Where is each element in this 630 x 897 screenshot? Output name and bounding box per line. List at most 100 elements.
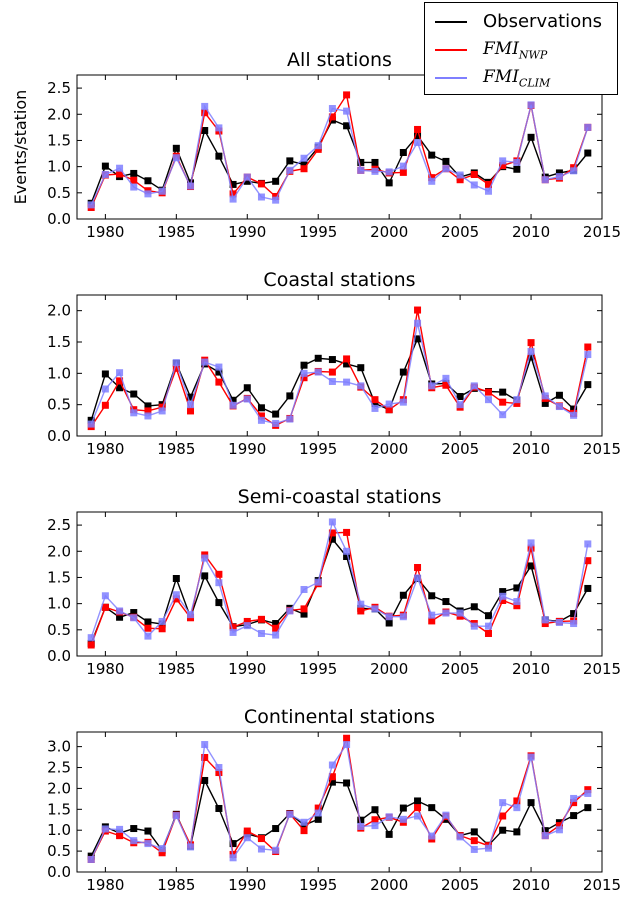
data-point-fmi-clim [555, 826, 563, 834]
legend-item-fmi-clim: FMICLIM [425, 65, 617, 91]
data-point-observations [385, 179, 393, 187]
data-point-fmi-clim [286, 415, 294, 423]
data-point-observations [414, 797, 422, 805]
data-point-observations [527, 133, 535, 141]
data-point-fmi-clim [570, 167, 578, 175]
data-point-fmi-clim [499, 157, 507, 165]
data-point-fmi-nwp [257, 412, 265, 420]
data-point-fmi-clim [541, 616, 549, 624]
data-point-observations [399, 368, 407, 376]
data-point-fmi-clim [456, 833, 464, 841]
data-point-fmi-nwp [130, 176, 138, 184]
data-point-observations [130, 390, 138, 398]
data-point-fmi-clim [584, 789, 592, 797]
panel-continental-stations: Continental stations 0.0 0.5 1.0 1.5 2.0 2.5 3.… [47, 706, 621, 894]
y-tick-label: 0.0 [47, 863, 71, 881]
data-point-fmi-nwp [442, 381, 450, 389]
data-point-fmi-clim [513, 804, 521, 812]
y-tick-label: 2.5 [47, 759, 71, 777]
data-point-fmi-clim [570, 411, 578, 419]
data-point-observations [286, 392, 294, 400]
data-point-fmi-nwp [513, 399, 521, 407]
data-point-observations [357, 364, 365, 372]
series-fmi-clim [87, 101, 592, 209]
x-tick-label: 2010 [512, 660, 550, 678]
data-point-fmi-clim [187, 843, 195, 851]
data-point-fmi-nwp [116, 832, 124, 840]
x-tick-label: 2005 [441, 660, 479, 678]
data-point-fmi-clim [399, 162, 407, 170]
y-tick-label: 2.0 [47, 105, 71, 123]
data-point-fmi-clim [414, 139, 422, 147]
data-point-observations [172, 575, 180, 583]
y-tick-label: 0.0 [47, 210, 71, 228]
data-point-fmi-clim [541, 176, 549, 184]
data-point-fmi-clim [328, 761, 336, 769]
data-point-observations [527, 562, 535, 570]
data-point-fmi-clim [201, 554, 209, 562]
x-tick-label: 2000 [370, 223, 408, 241]
data-point-observations [428, 804, 436, 812]
data-point-fmi-clim [87, 634, 95, 642]
y-axis-label: Events/station [11, 90, 30, 205]
data-point-fmi-clim [527, 347, 535, 355]
data-point-fmi-nwp [272, 192, 280, 200]
data-point-fmi-clim [172, 591, 180, 599]
data-point-fmi-clim [414, 574, 422, 582]
data-point-observations [328, 356, 336, 364]
data-point-fmi-clim [229, 401, 237, 409]
data-point-fmi-nwp [300, 605, 308, 613]
data-point-fmi-nwp [470, 170, 478, 178]
data-point-observations [215, 152, 223, 160]
data-point-fmi-clim [328, 518, 336, 526]
y-tick-label: 3.0 [47, 738, 71, 756]
data-point-fmi-nwp [541, 620, 549, 628]
data-point-fmi-clim [484, 622, 492, 630]
data-point-fmi-clim [101, 170, 109, 178]
data-point-fmi-nwp [470, 837, 478, 845]
data-point-observations [584, 381, 592, 389]
data-point-fmi-clim [215, 579, 223, 587]
data-point-fmi-nwp [144, 624, 152, 632]
series-fmi-clim [87, 518, 592, 642]
data-point-observations [300, 610, 308, 618]
data-point-observations [215, 599, 223, 607]
data-point-fmi-clim [158, 407, 166, 415]
data-point-observations [144, 618, 152, 626]
data-point-observations [229, 180, 237, 188]
x-tick-label: 1995 [299, 440, 337, 458]
y-tick-label: 2.0 [47, 302, 71, 320]
data-point-fmi-clim [116, 164, 124, 172]
data-point-fmi-clim [272, 419, 280, 427]
data-point-fmi-clim [513, 396, 521, 404]
data-point-fmi-clim [584, 540, 592, 548]
data-point-fmi-nwp [328, 529, 336, 537]
data-point-fmi-clim [144, 632, 152, 640]
data-point-fmi-clim [314, 142, 322, 150]
y-tick-label: 2.5 [47, 79, 71, 97]
data-point-fmi-clim [385, 168, 393, 176]
data-point-fmi-clim [456, 609, 464, 617]
data-point-fmi-clim [144, 840, 152, 848]
data-point-observations [513, 165, 521, 173]
data-point-fmi-nwp [172, 364, 180, 372]
data-point-fmi-nwp [158, 403, 166, 411]
data-point-fmi-clim [215, 363, 223, 371]
y-tick-label: 1.5 [47, 333, 71, 351]
data-point-fmi-clim [328, 377, 336, 385]
data-point-fmi-nwp [343, 355, 351, 363]
data-point-fmi-clim [229, 195, 237, 203]
data-point-observations [371, 158, 379, 166]
data-point-fmi-clim [201, 741, 209, 749]
data-point-observations [499, 388, 507, 396]
data-point-fmi-nwp [257, 180, 265, 188]
data-point-fmi-clim [243, 834, 251, 842]
data-point-fmi-clim [187, 401, 195, 409]
data-point-observations [130, 169, 138, 177]
data-point-fmi-nwp [87, 641, 95, 649]
x-tick-label: 1985 [157, 876, 195, 894]
panel-semi-coastal-stations: Semi-coastal stations 0.0 0.5 1.0 1.5 2.0 2.5 1… [47, 486, 621, 678]
data-point-fmi-clim [243, 395, 251, 403]
data-point-fmi-clim [187, 182, 195, 190]
data-point-fmi-clim [116, 825, 124, 833]
